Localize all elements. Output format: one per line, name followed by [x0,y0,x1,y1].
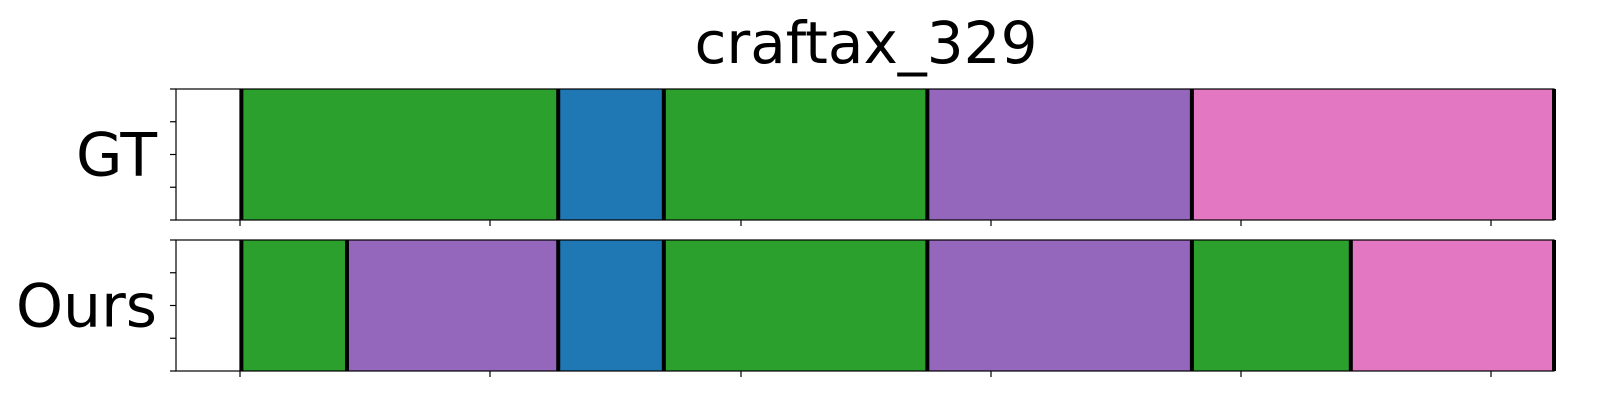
segment-1-5 [1191,240,1351,371]
row-label-gt: GT [76,121,157,191]
row-1: Ours [16,239,1556,377]
segment-1-1 [346,240,559,371]
segment-0-4 [1191,89,1554,220]
chart-title: craftax_329 [695,9,1038,77]
rows-group: GT Ours [16,88,1556,377]
segment-1-6 [1350,240,1554,371]
segment-1-3 [663,240,928,371]
segment-1-4 [927,240,1192,371]
segment-1-0 [241,240,347,371]
row-0: GT [76,88,1556,226]
segment-1-2 [558,240,664,371]
segment-0-0 [241,89,559,220]
row-label-ours: Ours [16,272,157,342]
segment-0-1 [558,89,664,220]
segment-0-2 [663,89,928,220]
segment-0-3 [927,89,1192,220]
